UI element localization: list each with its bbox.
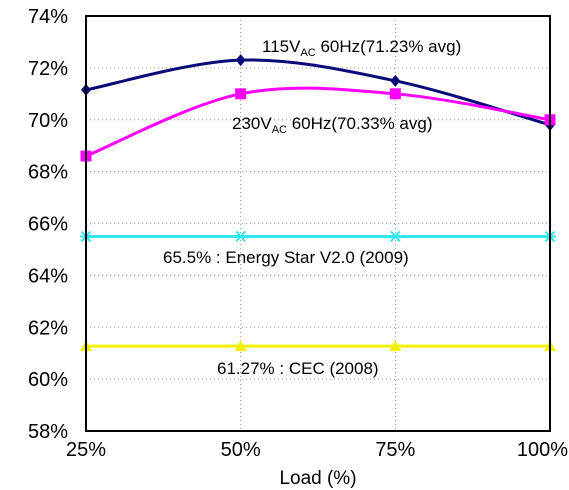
data-point-marker <box>234 340 247 352</box>
y-tick-label: 70% <box>28 110 68 132</box>
series-annotations: 115VAC 60Hz(71.23% avg) 230VAC 60Hz(70.33… <box>163 37 461 378</box>
grid <box>86 16 550 431</box>
y-tick-labels: 58% 60% 62% 64% 66% 68% 70% 72% 74% <box>28 6 68 443</box>
y-tick-label: 72% <box>28 58 68 80</box>
y-tick-label: 60% <box>28 369 68 391</box>
x-tick-label: 25% <box>66 439 106 461</box>
series-annotation: 61.27% : CEC (2008) <box>217 359 379 378</box>
data-point-marker <box>389 340 402 352</box>
data-point-marker <box>389 230 402 243</box>
series-annotation: 115VAC 60Hz(71.23% avg) <box>262 37 461 59</box>
y-tick-label: 58% <box>28 421 68 443</box>
series-line <box>85 58 551 127</box>
x-tick-label: 100% <box>517 439 568 461</box>
x-tick-label: 75% <box>375 439 415 461</box>
series-line <box>85 86 551 158</box>
y-tick-label: 62% <box>28 317 68 339</box>
data-point-marker <box>390 74 401 87</box>
y-tick-label: 66% <box>28 214 68 236</box>
series-annotation: 230VAC 60Hz(70.33% avg) <box>232 114 433 136</box>
data-point-marker <box>235 88 247 100</box>
series-lines <box>85 58 551 348</box>
series-annotation: 65.5% : Energy Star V2.0 (2009) <box>163 248 409 267</box>
data-point-marker <box>389 88 401 100</box>
plot-frame <box>85 15 551 432</box>
data-point-marker <box>235 54 246 67</box>
series-markers <box>80 54 556 352</box>
y-tick-label: 74% <box>28 6 68 28</box>
y-tick-label: 68% <box>28 162 68 184</box>
x-tick-labels: 25% 50% 75% 100% <box>66 439 568 461</box>
x-tick-label: 50% <box>221 439 261 461</box>
y-tick-label: 64% <box>28 265 68 287</box>
x-axis-label: Load (%) <box>279 468 356 489</box>
data-point-marker <box>234 230 247 243</box>
